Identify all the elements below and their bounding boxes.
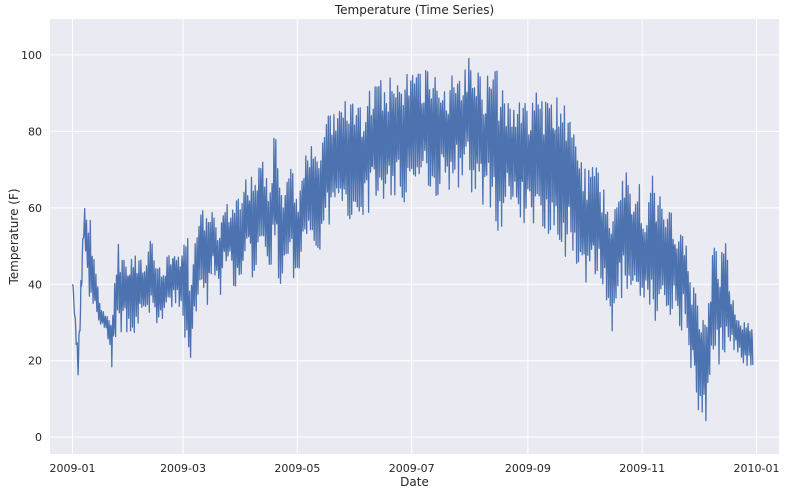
y-tick-label: 40 <box>28 278 42 291</box>
x-tick-label: 2009-07 <box>389 462 435 475</box>
y-tick-label: 60 <box>28 202 42 215</box>
y-tick-label: 0 <box>35 431 42 444</box>
x-tick-label: 2009-01 <box>50 462 96 475</box>
y-tick-label: 80 <box>28 125 42 138</box>
x-tick-label: 2009-03 <box>160 462 206 475</box>
x-tick-labels: 2009-01 2009-03 2009-05 2009-07 2009-09 2009-… <box>50 462 780 475</box>
x-tick-label: 2009-11 <box>619 462 665 475</box>
temperature-series-line <box>71 57 754 422</box>
x-tick-label: 2010-01 <box>734 462 780 475</box>
x-tick-label: 2009-09 <box>505 462 551 475</box>
series-layer <box>71 57 754 422</box>
y-tick-label: 100 <box>21 49 42 62</box>
y-axis-label: Temperature (F) <box>7 188 21 285</box>
chart-title: Temperature (Time Series) <box>334 3 494 17</box>
x-axis-label: Date <box>400 475 429 489</box>
x-tick-label: 2009-05 <box>274 462 320 475</box>
y-tick-labels: 0 20 40 60 80 100 <box>21 49 42 444</box>
y-tick-label: 20 <box>28 355 42 368</box>
